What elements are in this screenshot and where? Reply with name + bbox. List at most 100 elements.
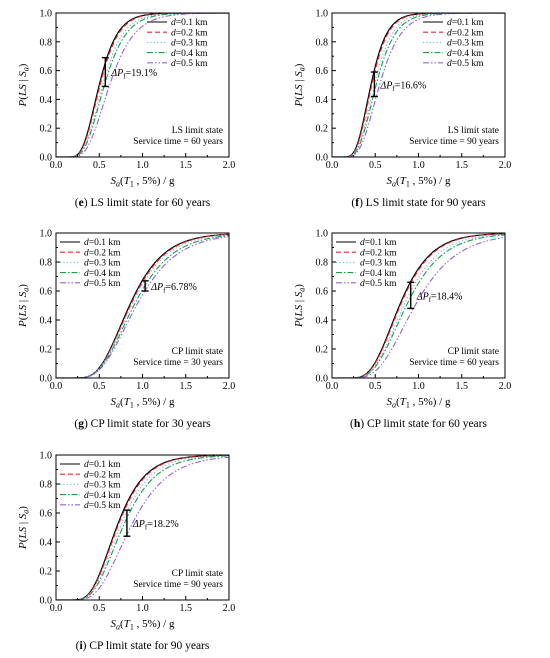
legend-label: d=0.3 km bbox=[171, 39, 208, 49]
delta-label: ΔPf=6.78% bbox=[150, 282, 197, 295]
series-line-4 bbox=[56, 455, 229, 600]
legend-label: d=0.4 km bbox=[447, 49, 484, 59]
limit-state-note: CP limit state bbox=[448, 347, 499, 357]
legend: d=0.1 kmd=0.2 kmd=0.3 kmd=0.4 kmd=0.5 km bbox=[147, 18, 208, 69]
y-tick-label: 0.2 bbox=[316, 124, 329, 135]
chart-panel-g: 0.0 0.5 1.0 1.5 2.0 0.0 0.2 0.4 0.6 0.8 1.0 Sa(T1 ,… bbox=[17, 229, 235, 431]
y-tick-label: 0.6 bbox=[316, 66, 329, 77]
limit-state-note: LS limit state bbox=[172, 126, 223, 136]
series-line-2 bbox=[56, 455, 229, 600]
limit-state-note: CP limit state bbox=[172, 347, 223, 357]
series-line-4 bbox=[332, 234, 505, 378]
y-tick-label: 0.0 bbox=[40, 153, 53, 164]
panel-caption: (g) CP limit state for 30 years bbox=[74, 418, 211, 430]
legend: d=0.1 kmd=0.2 kmd=0.3 kmd=0.4 kmd=0.5 km bbox=[60, 460, 121, 511]
series-line-5 bbox=[332, 236, 505, 378]
legend-label: d=0.1 km bbox=[360, 238, 397, 248]
x-tick-label: 1.0 bbox=[136, 381, 149, 392]
x-tick-label: 1.0 bbox=[412, 160, 425, 171]
delta-label: ΔPf=18.4% bbox=[416, 291, 463, 304]
panel-caption: (f) LS limit state for 90 years bbox=[351, 197, 486, 209]
limit-state-note: Service time = 90 years bbox=[133, 580, 223, 590]
y-tick-label: 0.6 bbox=[40, 509, 53, 520]
y-tick-label: 0.6 bbox=[40, 287, 53, 298]
x-tick-label: 1.0 bbox=[136, 603, 149, 614]
x-tick-label: 0.0 bbox=[326, 160, 339, 171]
x-axis-label: Sa(T1 , 5%) / g bbox=[111, 175, 175, 189]
chart-panel-h: 0.0 0.5 1.0 1.5 2.0 0.0 0.2 0.4 0.6 0.8 1.0 Sa(T1 ,… bbox=[293, 229, 511, 431]
y-tick-label: 0.2 bbox=[316, 345, 329, 356]
series-line-5 bbox=[56, 456, 229, 600]
x-tick-label: 0.0 bbox=[326, 381, 339, 392]
legend-label: d=0.4 km bbox=[171, 49, 208, 59]
y-tick-label: 0.2 bbox=[40, 345, 53, 356]
y-tick-label: 1.0 bbox=[316, 229, 329, 240]
panel-caption: (h) CP limit state for 60 years bbox=[350, 418, 487, 430]
legend-label: d=0.5 km bbox=[360, 279, 397, 289]
legend: d=0.1 kmd=0.2 kmd=0.3 kmd=0.4 kmd=0.5 km bbox=[336, 238, 397, 289]
x-tick-label: 0.5 bbox=[93, 160, 106, 171]
x-tick-label: 1.5 bbox=[456, 381, 469, 392]
legend-label: d=0.5 km bbox=[171, 59, 208, 69]
series-line-3 bbox=[56, 13, 229, 157]
delta-annotation: ΔPf=18.2% bbox=[123, 509, 179, 537]
panel-caption: (e) LS limit state for 60 years bbox=[75, 197, 211, 209]
y-tick-label: 0.4 bbox=[316, 316, 329, 327]
legend-label: d=0.3 km bbox=[447, 39, 484, 49]
y-tick-label: 0.0 bbox=[316, 374, 329, 385]
series-line-3 bbox=[332, 233, 505, 378]
y-tick-label: 0.2 bbox=[40, 124, 53, 135]
legend-label: d=0.2 km bbox=[84, 470, 121, 480]
x-tick-label: 0.0 bbox=[50, 381, 63, 392]
y-tick-label: 1.0 bbox=[40, 229, 53, 240]
delta-annotation: ΔPf=16.6% bbox=[370, 71, 426, 98]
curve-group bbox=[332, 233, 505, 378]
delta-label: ΔPf=16.6% bbox=[379, 80, 426, 93]
x-tick-label: 2.0 bbox=[499, 160, 512, 171]
y-tick-label: 0.8 bbox=[40, 480, 53, 491]
legend-label: d=0.3 km bbox=[360, 259, 397, 269]
series-line-3 bbox=[56, 455, 229, 600]
series-line-2 bbox=[332, 13, 505, 157]
limit-state-note: Service time = 60 years bbox=[133, 137, 223, 147]
x-tick-label: 1.5 bbox=[456, 160, 469, 171]
x-axis-label: Sa(T1 , 5%) / g bbox=[387, 175, 451, 189]
legend-label: d=0.4 km bbox=[360, 269, 397, 279]
y-tick-label: 0.0 bbox=[316, 153, 329, 164]
y-axis-label: P(LS | Sa) bbox=[17, 284, 31, 328]
series-line-5 bbox=[56, 236, 229, 378]
limit-state-note: Service time = 60 years bbox=[409, 358, 499, 368]
y-tick-label: 0.2 bbox=[40, 567, 53, 578]
legend-label: d=0.5 km bbox=[447, 59, 484, 69]
x-tick-label: 2.0 bbox=[499, 381, 512, 392]
x-tick-label: 1.0 bbox=[136, 160, 149, 171]
y-axis-label: P(LS | Sa) bbox=[17, 63, 31, 107]
series-line-2 bbox=[56, 13, 229, 157]
y-tick-label: 0.4 bbox=[40, 95, 53, 106]
y-tick-label: 0.4 bbox=[316, 95, 329, 106]
legend-label: d=0.5 km bbox=[84, 501, 121, 511]
series-line-4 bbox=[56, 235, 229, 378]
x-tick-label: 0.5 bbox=[369, 160, 382, 171]
x-tick-label: 1.5 bbox=[180, 603, 193, 614]
legend-label: d=0.1 km bbox=[171, 18, 208, 28]
x-tick-label: 0.5 bbox=[93, 603, 106, 614]
y-tick-label: 0.8 bbox=[316, 37, 329, 48]
x-axis-label: Sa(T1 , 5%) / g bbox=[387, 396, 451, 410]
y-tick-label: 0.0 bbox=[40, 374, 53, 385]
x-tick-label: 0.0 bbox=[50, 160, 63, 171]
legend-label: d=0.4 km bbox=[84, 491, 121, 501]
legend-label: d=0.1 km bbox=[84, 460, 121, 470]
x-tick-label: 2.0 bbox=[223, 603, 236, 614]
y-tick-label: 1.0 bbox=[316, 9, 329, 20]
legend-label: d=0.2 km bbox=[171, 28, 208, 38]
legend-label: d=0.1 km bbox=[447, 18, 484, 28]
x-tick-label: 1.0 bbox=[412, 381, 425, 392]
delta-annotation: ΔPf=19.1% bbox=[101, 56, 157, 88]
curve-group bbox=[56, 455, 229, 600]
y-tick-label: 0.8 bbox=[40, 37, 53, 48]
y-tick-label: 0.8 bbox=[316, 258, 329, 269]
y-tick-label: 0.6 bbox=[316, 287, 329, 298]
delta-annotation: ΔPf=18.4% bbox=[407, 281, 463, 310]
x-axis-label: Sa(T1 , 5%) / g bbox=[111, 618, 175, 632]
